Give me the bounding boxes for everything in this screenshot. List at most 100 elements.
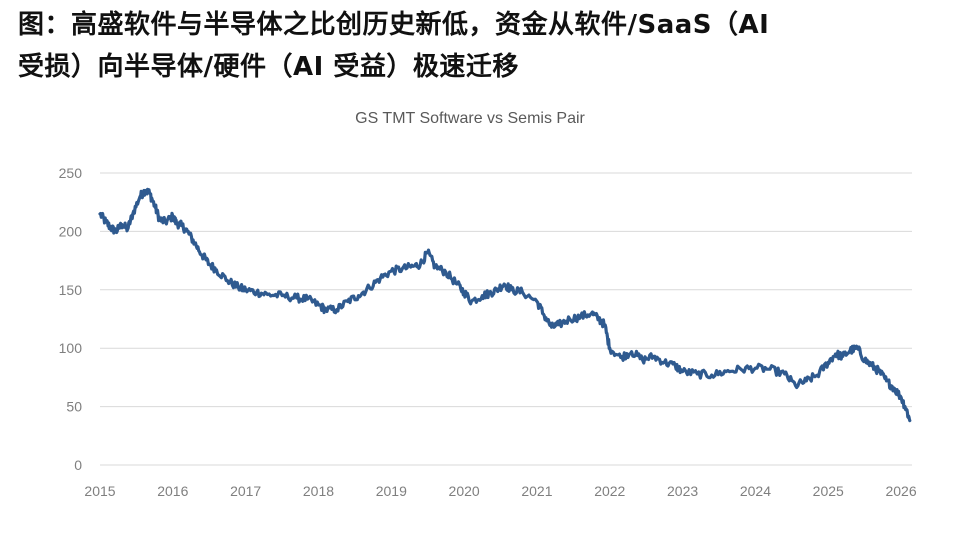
- x-tick-label: 2019: [376, 483, 407, 499]
- data-point: [153, 204, 156, 207]
- x-tick-label: 2025: [813, 483, 844, 499]
- data-point: [794, 384, 797, 387]
- data-point: [180, 224, 183, 227]
- y-tick-label: 0: [74, 457, 82, 473]
- data-point: [885, 379, 888, 382]
- x-tick-label: 2023: [667, 483, 698, 499]
- data-point: [412, 265, 415, 268]
- data-point: [379, 277, 382, 280]
- data-point: [681, 370, 684, 373]
- y-tick-labels: 0 50 100 150 200 250: [59, 165, 83, 473]
- page-heading: 图：高盛软件与半导体之比创历史新低，资金从软件/SaaS（AI 受损）向半导体/…: [18, 4, 963, 88]
- data-point: [597, 318, 600, 320]
- data-point: [144, 189, 147, 192]
- x-tick-labels: 2015 2016 2017 2018 2019 2020 2021 2022 2023 2024…: [84, 483, 916, 499]
- data-point: [470, 300, 473, 303]
- x-tick-label: 2026: [885, 483, 916, 499]
- data-point: [324, 308, 327, 311]
- line-chart: GS TMT Software vs Semis Pair 0 50 100 150 2…: [59, 110, 917, 499]
- data-point: [495, 288, 498, 291]
- data-point: [335, 308, 338, 311]
- data-point: [827, 361, 830, 364]
- data-point: [148, 191, 151, 194]
- data-point: [543, 314, 546, 317]
- y-tick-label: 200: [59, 223, 83, 239]
- x-tick-label: 2015: [84, 483, 115, 499]
- data-point: [357, 294, 360, 297]
- data-point: [663, 361, 666, 364]
- data-point: [710, 374, 713, 377]
- data-point: [754, 367, 757, 370]
- data-point: [603, 323, 606, 326]
- data-point: [444, 271, 447, 274]
- x-tick-label: 2016: [157, 483, 188, 499]
- data-point: [226, 279, 229, 282]
- data-point: [419, 263, 422, 266]
- data-point: [109, 226, 112, 229]
- data-point: [455, 282, 458, 285]
- data-point: [768, 368, 771, 371]
- data-point: [739, 368, 742, 371]
- data-point: [99, 212, 101, 215]
- data-point: [463, 291, 466, 294]
- data-point: [244, 288, 247, 291]
- heading-line-2: 受损）向半导体/硬件（AI 受益）极速迁移: [18, 52, 519, 82]
- x-tick-label: 2024: [740, 483, 771, 499]
- data-point: [426, 251, 429, 254]
- data-point: [131, 212, 134, 215]
- x-tick-label: 2022: [594, 483, 625, 499]
- data-point: [816, 374, 819, 377]
- data-point: [870, 364, 873, 367]
- data-point: [390, 270, 393, 273]
- data-point: [863, 358, 866, 361]
- data-point: [164, 221, 167, 224]
- data-point: [139, 195, 142, 198]
- data-point: [255, 291, 258, 294]
- data-point: [346, 300, 349, 303]
- data-point: [295, 296, 298, 299]
- heading-line-1: 图：高盛软件与半导体之比创历史新低，资金从软件/SaaS（AI: [18, 10, 770, 40]
- data-point: [674, 364, 677, 367]
- series-line: [98, 187, 912, 423]
- data-point: [535, 300, 538, 303]
- x-tick-label: 2018: [303, 483, 334, 499]
- data-point: [481, 294, 484, 297]
- data-point: [521, 291, 524, 294]
- data-point: [158, 218, 161, 221]
- chart-container: GS TMT Software vs Semis Pair 0 50 100 150 2…: [0, 88, 978, 546]
- data-point: [317, 303, 320, 306]
- data-point: [557, 323, 560, 326]
- data-point: [503, 282, 506, 285]
- x-tick-label: 2021: [521, 483, 552, 499]
- data-point: [834, 353, 837, 356]
- data-point: [368, 286, 371, 289]
- data-point: [306, 298, 309, 301]
- data-point: [208, 263, 211, 266]
- series-layer: [98, 187, 912, 423]
- data-point: [641, 358, 644, 361]
- data-point: [590, 312, 593, 315]
- chart-title: GS TMT Software vs Semis Pair: [355, 110, 585, 127]
- data-point: [900, 396, 903, 399]
- data-point: [908, 419, 911, 422]
- data-point: [401, 267, 404, 270]
- data-point: [696, 372, 699, 375]
- data-point: [805, 379, 808, 382]
- data-point: [878, 370, 881, 373]
- x-tick-label: 2020: [449, 483, 480, 499]
- data-point: [892, 386, 895, 389]
- data-point: [841, 355, 844, 358]
- data-point: [630, 350, 633, 353]
- data-point: [175, 222, 178, 225]
- data-point: [215, 268, 218, 271]
- data-point: [266, 293, 269, 296]
- data-point: [856, 347, 859, 350]
- y-tick-label: 50: [66, 399, 82, 415]
- data-point: [510, 288, 513, 291]
- data-point: [193, 242, 196, 245]
- data-point: [579, 315, 582, 318]
- data-point: [200, 253, 203, 256]
- data-point: [783, 372, 786, 375]
- series-points: [99, 189, 911, 422]
- data-point: [104, 221, 107, 224]
